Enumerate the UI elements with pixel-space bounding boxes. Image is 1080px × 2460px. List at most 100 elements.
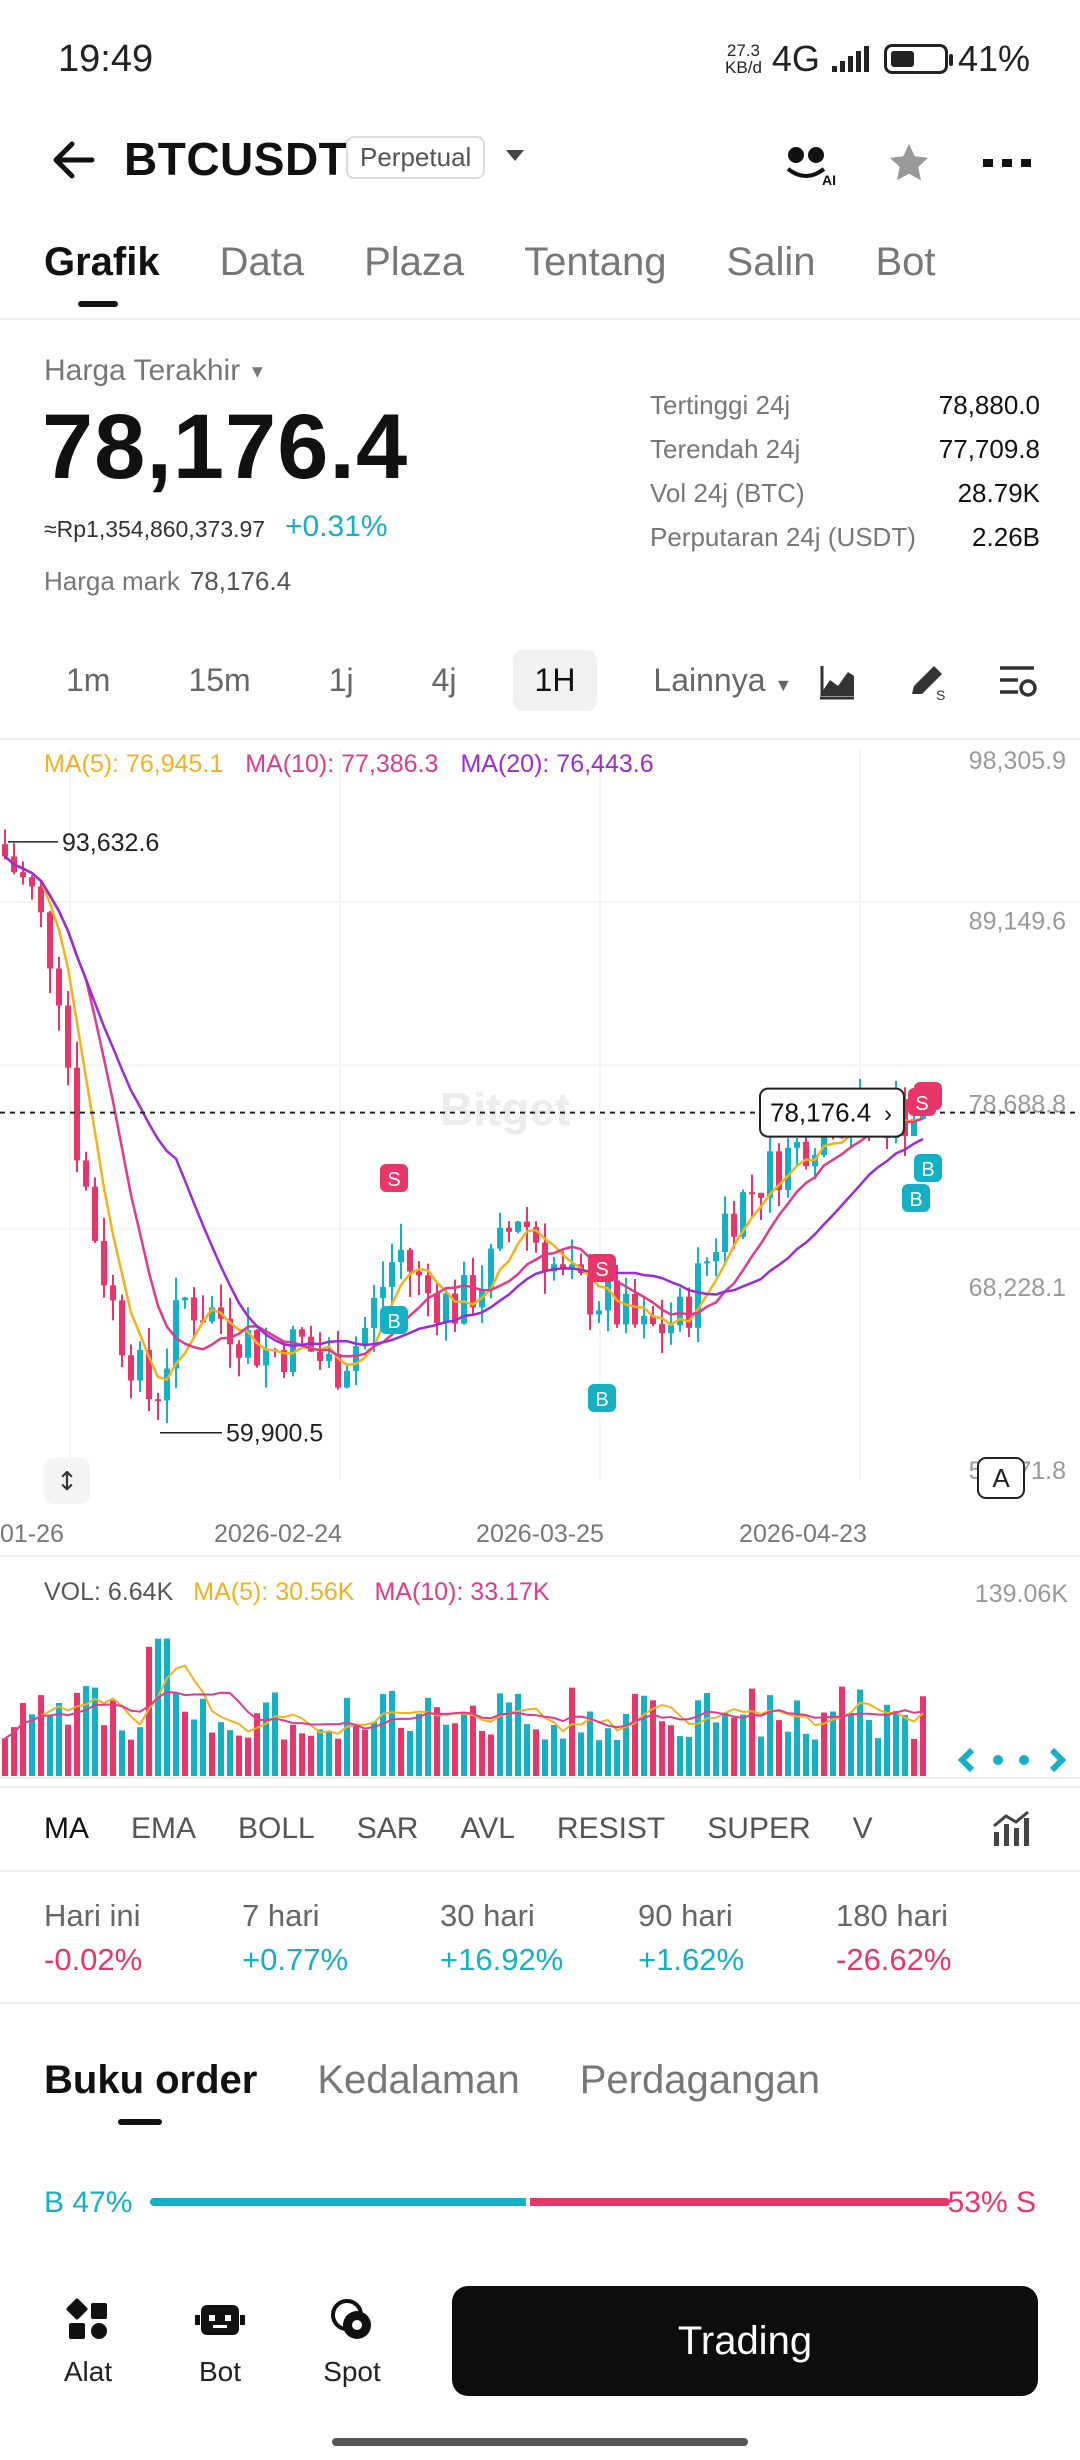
volume-bar <box>470 1705 476 1776</box>
candle-body <box>434 1293 440 1323</box>
ai-assistant-icon[interactable]: AI <box>780 132 842 194</box>
nav-spot[interactable]: Spot <box>302 2290 402 2388</box>
price-chart[interactable]: 98,305.989,149.678,688.868,228.157,771.8… <box>0 740 1080 1580</box>
volume-bar <box>317 1729 323 1776</box>
drawing-tool-icon[interactable]: S <box>904 658 950 704</box>
candle-body <box>641 1315 647 1325</box>
indicator-avl[interactable]: AVL <box>460 1812 515 1845</box>
volume-bar <box>281 1739 287 1776</box>
volume-bar <box>785 1731 791 1776</box>
candle-body <box>380 1286 386 1299</box>
interval-15m[interactable]: 15m <box>188 662 251 698</box>
candle-body <box>632 1293 638 1325</box>
candle-body <box>650 1315 656 1325</box>
nav-bot[interactable]: Bot <box>170 2290 270 2388</box>
candle-body <box>344 1370 350 1388</box>
tab-tentang[interactable]: Tentang <box>524 240 667 284</box>
signal-marker <box>380 1306 408 1334</box>
volume-bar <box>380 1694 386 1776</box>
perf-value: +1.62% <box>638 1942 745 1977</box>
back-arrow-icon[interactable] <box>44 130 104 190</box>
volume-bar <box>110 1700 116 1776</box>
indicator-resist[interactable]: RESIST <box>556 1812 666 1845</box>
symbol-dropdown-caret-icon[interactable] <box>506 150 524 161</box>
chart-type-icon[interactable] <box>814 658 860 704</box>
tab-kedalaman[interactable]: Kedalaman <box>317 2058 520 2102</box>
candle-body <box>515 1221 521 1232</box>
tab-buku-order[interactable]: Buku order <box>44 2058 258 2125</box>
volume-bar <box>605 1728 611 1776</box>
nav-tools[interactable]: Alat <box>38 2290 138 2388</box>
indicator-boll[interactable]: BOLL <box>238 1812 315 1845</box>
candle-body <box>785 1147 791 1190</box>
y-axis-label: 68,228.1 <box>969 1274 1066 1302</box>
home-indicator[interactable] <box>332 2438 748 2446</box>
interval-1h[interactable]: 1H <box>512 650 598 711</box>
vol-ma5: MA(5): 30.56K <box>193 1578 355 1606</box>
symbol-title[interactable]: BTCUSDT <box>124 133 348 185</box>
volume-bar <box>272 1692 278 1776</box>
tab-bot[interactable]: Bot <box>875 240 936 284</box>
candle-body <box>353 1346 359 1371</box>
volume-bar <box>389 1690 395 1776</box>
signal-label: S <box>915 1093 928 1115</box>
volume-bar <box>290 1724 296 1776</box>
indicator-divider-top <box>0 1786 1080 1788</box>
last-price-label[interactable]: Harga Terakhir ▼ <box>44 354 266 388</box>
perf-180d: 180 hari -26.62% <box>836 1898 1034 1978</box>
interval-4j[interactable]: 4j <box>431 662 457 698</box>
favorite-star-icon[interactable] <box>878 132 940 194</box>
volume-bar <box>155 1638 161 1776</box>
x-axis-label: 2026-03-25 <box>476 1520 604 1548</box>
auto-scale-label: A <box>992 1463 1010 1493</box>
indicator-ema[interactable]: EMA <box>131 1812 197 1845</box>
buy-ratio-bar <box>150 2198 526 2206</box>
volume-bar <box>668 1725 674 1776</box>
perf-label: Hari ini <box>44 1898 141 1933</box>
tab-data[interactable]: Data <box>219 240 305 284</box>
volume-bar <box>353 1725 359 1776</box>
indicator-v[interactable]: V <box>852 1812 873 1845</box>
tab-salin[interactable]: Salin <box>726 240 816 284</box>
indicator-ma[interactable]: MA <box>44 1812 89 1845</box>
watermark: Bitget <box>440 1083 570 1135</box>
tab-perdagangan[interactable]: Perdagangan <box>579 2058 820 2102</box>
candle-body <box>326 1354 332 1362</box>
vol-ma10-line <box>4 1690 924 1740</box>
svg-text:AI: AI <box>822 172 836 187</box>
candle-body <box>668 1325 674 1334</box>
trading-button[interactable]: Trading <box>452 2286 1038 2396</box>
network-speed-value: 27.3 <box>726 41 761 60</box>
volume-bar <box>416 1713 422 1776</box>
volume-bar <box>425 1697 431 1776</box>
candlestick-chart[interactable]: 98,305.989,149.678,688.868,228.157,771.8… <box>0 740 1080 1580</box>
volume-bar <box>218 1722 224 1776</box>
interval-1m[interactable]: 1m <box>66 662 111 698</box>
volume-bar <box>254 1713 260 1776</box>
volume-bar <box>263 1702 269 1776</box>
tab-plaza[interactable]: Plaza <box>364 240 465 284</box>
perf-7d: 7 hari +0.77% <box>242 1898 440 1978</box>
volume-legend: VOL: 6.64K MA(5): 30.56K MA(10): 33.17K <box>44 1578 550 1607</box>
indicator-sar[interactable]: SAR <box>356 1812 419 1845</box>
expand-dot <box>993 1755 1003 1765</box>
candle-body <box>263 1349 269 1366</box>
expand-dot <box>1019 1755 1029 1765</box>
interval-1j[interactable]: 1j <box>328 662 354 698</box>
perf-value: +16.92% <box>440 1942 564 1977</box>
y-axis-label: 98,305.9 <box>969 747 1066 775</box>
tab-grafik[interactable]: Grafik <box>44 240 160 307</box>
interval-more[interactable]: Lainnya ▼ <box>631 650 814 711</box>
chart-settings-icon[interactable] <box>994 658 1040 704</box>
volume-chart[interactable] <box>0 1600 1080 1780</box>
volume-bar <box>920 1696 926 1776</box>
volume-bar <box>488 1734 494 1776</box>
indicator-super[interactable]: SUPER <box>707 1812 811 1845</box>
indicator-settings-icon[interactable] <box>990 1808 1032 1850</box>
candle-body <box>776 1151 782 1190</box>
high-price-label: 93,632.6 <box>62 829 159 857</box>
more-menu-icon[interactable] <box>976 132 1038 194</box>
mark-price: Harga mark 78,176.4 <box>44 566 291 597</box>
volume-bar <box>434 1707 440 1776</box>
candle-body <box>731 1213 737 1237</box>
